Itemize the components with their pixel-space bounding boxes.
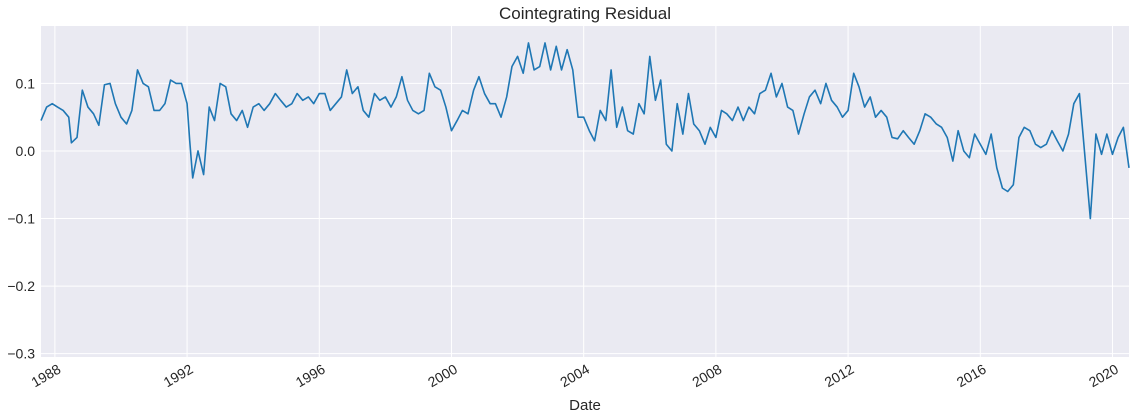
x-tick-label: 2016 [954, 361, 989, 391]
grid [41, 26, 1129, 357]
x-axis-label: Date [569, 397, 601, 414]
x-tick-label: 2004 [557, 361, 592, 391]
x-tick-label: 1992 [161, 361, 196, 391]
plot-background [41, 26, 1129, 357]
y-tick-label: 0.0 [16, 143, 36, 159]
y-tick-label: −0.3 [7, 346, 35, 362]
x-tick-label: 2008 [689, 361, 724, 391]
x-tick-label: 2020 [1086, 361, 1121, 391]
y-tick-label: −0.1 [7, 211, 35, 227]
chart-title: Cointegrating Residual [499, 4, 671, 23]
y-tick-label: −0.2 [7, 278, 35, 294]
x-tick-label: 1996 [293, 361, 328, 391]
x-tick-label: 2000 [425, 361, 460, 391]
series-layer [40, 42, 1130, 220]
y-tick-label: 0.1 [16, 75, 36, 91]
series-line [40, 42, 1130, 220]
x-tick-label: 1988 [28, 361, 63, 391]
x-tick-label: 2012 [822, 361, 857, 391]
